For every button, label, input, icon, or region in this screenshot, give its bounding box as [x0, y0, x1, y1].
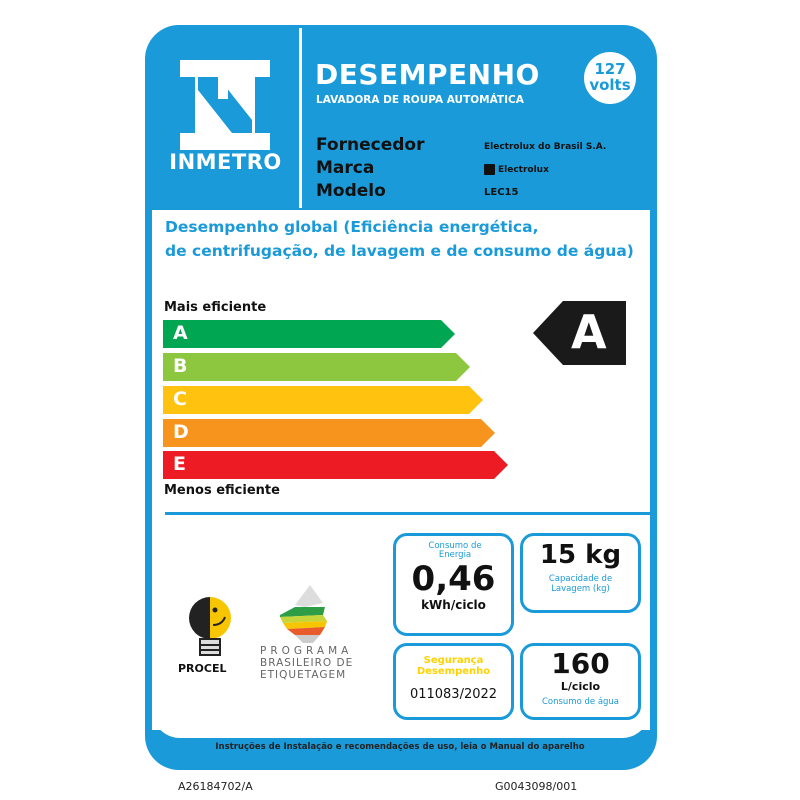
efficiency-bar-a: A: [163, 320, 455, 348]
safety-line2: Desempenho: [416, 666, 491, 677]
code-left: A26184702/A: [178, 780, 253, 793]
efficiency-bar-d: D: [163, 419, 495, 447]
safety-box: Segurança Desempenho 011083/2022: [393, 643, 514, 720]
bar-letter: C: [173, 388, 187, 410]
water-value: 160: [551, 647, 610, 680]
safety-line1: Segurança: [423, 655, 484, 666]
energy-consumption-box: Consumo de Energia 0,46 kWh/ciclo: [393, 533, 514, 636]
pbe-line2: BRASILEIRO DE: [260, 657, 354, 669]
capacity-box: 15 kg Capacidade de Lavagem (kg): [520, 533, 641, 613]
code-right: G0043098/001: [495, 780, 578, 793]
voltage-unit: volts: [589, 76, 631, 94]
pbe-logo-text: PROGRAMA BRASILEIRO DE ETIQUETAGEM: [260, 645, 353, 681]
water-label: Consumo de água: [541, 697, 620, 707]
efficiency-bar-c: C: [163, 386, 483, 414]
bar-letter: D: [173, 421, 189, 443]
water-unit: L/ciclo: [560, 680, 601, 693]
bar-letter: B: [173, 355, 188, 377]
bar-letter: A: [173, 322, 188, 344]
pbe-map-icon: [280, 585, 327, 643]
model-label: Modelo: [316, 181, 386, 201]
capacity-value: 15 kg: [539, 540, 622, 570]
pbe-line3: ETIQUETAGEM: [260, 669, 347, 681]
voltage-value: 127: [594, 60, 626, 78]
most-efficient-label: Mais eficiente: [164, 300, 267, 315]
electrolux-logo-icon: [484, 164, 495, 175]
energy-label: Consumo de Energia: [428, 541, 482, 560]
model-value: LEC15: [484, 187, 519, 198]
energy-unit: kWh/ciclo: [421, 598, 486, 612]
brand-name: Electrolux: [498, 164, 549, 175]
label-title: DESEMPENHO: [315, 58, 540, 91]
voltage-badge: 127 volts: [584, 52, 636, 104]
procel-bulb-icon: [189, 597, 231, 656]
label-subtitle: LAVADORA DE ROUPA AUTOMÁTICA: [316, 94, 524, 106]
inmetro-brand: INMETRO: [169, 150, 282, 174]
supplier-label: Fornecedor: [316, 135, 425, 155]
water-box: 160 L/ciclo Consumo de água: [520, 643, 641, 720]
least-efficient-label: Menos eficiente: [164, 483, 280, 498]
rating-indicator: A: [533, 301, 626, 365]
bar-letter: E: [173, 453, 186, 475]
performance-heading: Desempenho global (Eficiência energética…: [165, 218, 538, 236]
brand-label: Marca: [316, 158, 375, 178]
instructions-text: Instruções de Instalação e recomendações…: [215, 742, 585, 752]
inmetro-logo-icon: [180, 60, 270, 150]
performance-heading-line2: de centrifugação, de lavagem e de consum…: [165, 242, 634, 260]
pbe-line1: PROGRAMA: [260, 645, 353, 657]
safety-code: 011083/2022: [409, 687, 498, 702]
energy-value: 0,46: [411, 559, 496, 599]
heading-detail: (Eficiência energética,: [343, 218, 539, 236]
rating-arrow-icon: [533, 301, 626, 365]
supplier-value: Electrolux do Brasil S.A.: [484, 142, 607, 152]
capacity-label: Capacidade de Lavagem (kg): [548, 574, 613, 594]
efficiency-bar-e: E: [163, 451, 508, 479]
brand-value: Electrolux: [484, 164, 549, 175]
procel-logo-text: PROCEL: [178, 662, 227, 675]
heading-bold: Desempenho global: [165, 218, 338, 236]
rating-letter: A: [571, 305, 607, 359]
efficiency-bar-b: B: [163, 353, 470, 381]
header-divider: [299, 28, 302, 208]
section-divider: [165, 512, 650, 515]
